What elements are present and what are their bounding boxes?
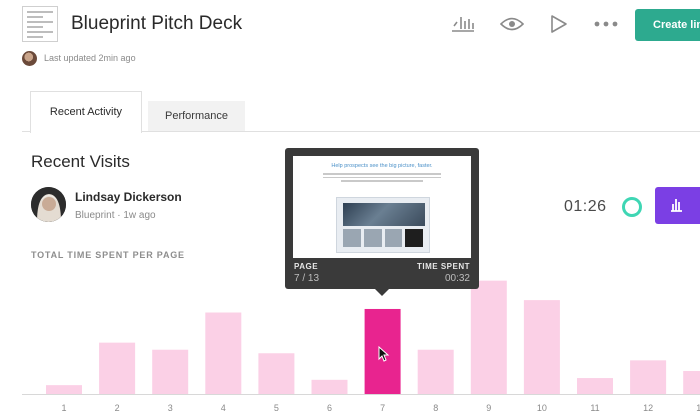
x-tick-label: 11 — [590, 403, 599, 413]
bar-page-13[interactable] — [683, 370, 700, 394]
analytics-icon[interactable] — [450, 12, 476, 36]
visitor-avatar[interactable] — [31, 187, 66, 222]
owner-avatar — [22, 51, 37, 66]
x-tick-label: 13 — [696, 403, 700, 413]
x-tick-label: 2 — [115, 403, 120, 413]
bar-page-8[interactable] — [417, 349, 454, 394]
bar-page-2[interactable] — [99, 342, 136, 394]
x-tick-label: 7 — [380, 403, 385, 413]
completion-ring-icon — [621, 196, 643, 218]
time-value: 00:32 — [444, 273, 470, 284]
visit-stats-button[interactable] — [655, 187, 700, 224]
tab-performance[interactable]: Performance — [148, 101, 245, 131]
x-tick-label: 5 — [274, 403, 279, 413]
time-label: TIME SPENT — [416, 262, 470, 271]
page-label: PAGE — [294, 262, 319, 271]
bar-page-3[interactable] — [152, 349, 189, 394]
slide-cards — [343, 229, 423, 247]
x-tick-label: 9 — [486, 403, 491, 413]
page-value: 7 / 13 — [294, 273, 320, 284]
bar-page-10[interactable] — [523, 300, 560, 394]
x-tick-label: 1 — [61, 403, 66, 413]
bar-page-4[interactable] — [205, 312, 242, 394]
bar-page-6[interactable] — [311, 379, 348, 394]
x-tick-label: 8 — [433, 403, 438, 413]
bar-page-1[interactable] — [46, 385, 82, 394]
x-tick-label: 4 — [221, 403, 226, 413]
page-tooltip: Help prospects see the big picture, fast… — [285, 148, 479, 296]
x-tick-label: 3 — [168, 403, 173, 413]
x-tick-label: 12 — [643, 403, 653, 413]
tab-recent-activity[interactable]: Recent Activity — [30, 91, 142, 133]
bar-page-11[interactable] — [577, 378, 613, 394]
x-tick-label: 6 — [327, 403, 332, 413]
slide-preview: Help prospects see the big picture, fast… — [293, 156, 471, 258]
deck-thumbnail[interactable] — [22, 6, 58, 42]
more-options-icon[interactable] — [594, 12, 618, 36]
x-tick-label: 10 — [537, 403, 547, 413]
create-link-button[interactable]: Create link — [635, 9, 700, 41]
bar-page-5[interactable] — [258, 353, 295, 394]
visit-duration: 01:26 — [564, 198, 607, 215]
slide-subtext — [323, 173, 441, 183]
recent-visits-title: Recent Visits — [31, 152, 130, 171]
preview-eye-icon[interactable] — [499, 12, 525, 36]
last-updated: Last updated 2min ago — [44, 53, 136, 63]
slide-heading: Help prospects see the big picture, fast… — [331, 163, 433, 169]
visitor-meta: Blueprint · 1w ago — [75, 210, 156, 221]
slide-screenshot — [336, 197, 430, 253]
bar-page-9[interactable] — [470, 280, 507, 394]
tab-divider — [22, 131, 700, 132]
visitor-name[interactable]: Lindsay Dickerson — [75, 190, 182, 204]
bar-page-12[interactable] — [630, 360, 667, 394]
chart-title: TOTAL TIME SPENT PER PAGE — [31, 250, 185, 260]
present-play-icon[interactable] — [548, 12, 570, 36]
doc-title: Blueprint Pitch Deck — [71, 13, 243, 34]
slide-hero-image — [343, 203, 425, 226]
mouse-cursor-icon — [378, 345, 390, 367]
